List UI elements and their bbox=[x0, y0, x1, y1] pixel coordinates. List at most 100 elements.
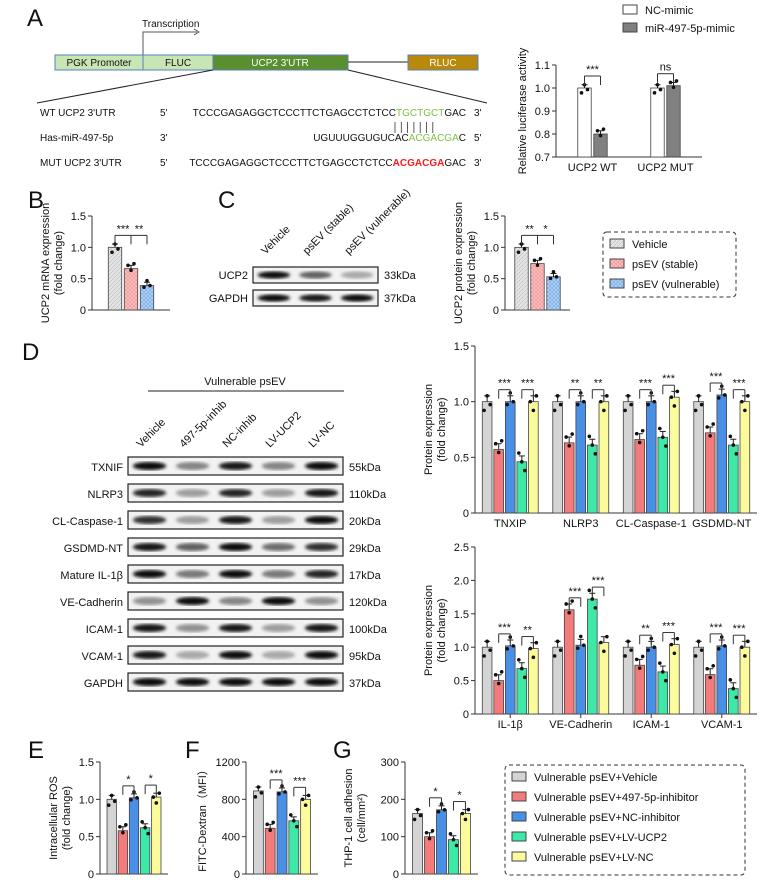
bar bbox=[424, 836, 435, 875]
data-point bbox=[482, 654, 486, 658]
blot-row: GSDMD-NT 29kDa bbox=[64, 537, 382, 557]
bar bbox=[264, 827, 276, 875]
data-point bbox=[595, 128, 600, 133]
blot-band bbox=[340, 294, 374, 302]
blot-protein-label: TXNIF bbox=[91, 462, 123, 474]
bar bbox=[107, 246, 123, 311]
data-point bbox=[142, 285, 146, 290]
sequence-end-left: 5' bbox=[160, 158, 168, 169]
sequence-plain: C bbox=[459, 133, 466, 144]
data-point bbox=[499, 438, 504, 443]
y-tick-label: 1.5 bbox=[484, 211, 499, 223]
data-point bbox=[664, 444, 668, 448]
legend-swatch bbox=[609, 238, 625, 249]
x-tick-label: IL-1β bbox=[498, 719, 523, 731]
data-point bbox=[734, 695, 739, 700]
legend-entry: Vulnerable psEV+NC-inhibitor bbox=[534, 812, 680, 824]
bar bbox=[276, 791, 288, 875]
data-point bbox=[412, 817, 417, 822]
legend-entry: miR-497-5p-mimic bbox=[645, 23, 735, 35]
lane-label: LV-UCP2 bbox=[264, 410, 304, 450]
data-point bbox=[587, 588, 592, 593]
data-point bbox=[424, 830, 429, 835]
data-point bbox=[599, 640, 603, 645]
data-point bbox=[151, 795, 156, 799]
y-tick-label: 400 bbox=[222, 832, 240, 844]
x-tick-label: UCP2 WT bbox=[568, 162, 618, 174]
data-point bbox=[551, 270, 556, 274]
data-point bbox=[289, 813, 293, 817]
y-axis-label: UCP2 protein expression bbox=[453, 202, 465, 324]
blot-kda-label: 33kDa bbox=[384, 270, 417, 282]
y-axis-label: Intracellular ROS bbox=[48, 776, 60, 860]
data-point bbox=[731, 686, 736, 691]
y-tick-label: 0.5 bbox=[79, 832, 94, 844]
blot-band bbox=[218, 542, 253, 552]
bar bbox=[634, 439, 645, 514]
data-point bbox=[466, 807, 471, 812]
significance-label: ** bbox=[571, 378, 580, 390]
data-point bbox=[528, 646, 533, 651]
blot-kda-label: 37kDa bbox=[349, 678, 382, 690]
sequence-end-left: 5' bbox=[160, 108, 168, 119]
blot-band bbox=[299, 271, 332, 279]
data-point bbox=[722, 393, 727, 397]
blot-kda-label: 20kDa bbox=[349, 516, 382, 528]
data-point bbox=[485, 394, 489, 398]
chart-b: 0 0.5 1.0 1.5 UCP2 mRNA expression (fold chan… bbox=[40, 203, 170, 323]
blot-band bbox=[218, 596, 253, 606]
bar bbox=[587, 598, 598, 715]
data-point bbox=[124, 823, 128, 827]
blot-kda-label: 110kDa bbox=[349, 489, 387, 501]
data-point bbox=[436, 809, 441, 814]
y-tick-label: 2.5 bbox=[454, 542, 469, 554]
data-point bbox=[626, 639, 630, 644]
panel-label-f: F bbox=[185, 737, 200, 764]
significance-label: *** bbox=[586, 64, 600, 76]
blot-band bbox=[175, 569, 210, 579]
blot-band bbox=[261, 569, 296, 579]
bar bbox=[117, 830, 128, 875]
data-point bbox=[300, 797, 305, 802]
bar bbox=[481, 401, 493, 514]
data-point bbox=[259, 791, 264, 795]
data-point bbox=[705, 425, 709, 429]
lane-label: psEV (vulnerable) bbox=[342, 187, 412, 257]
legend-swatch bbox=[511, 851, 527, 862]
data-point bbox=[532, 258, 537, 263]
sequence-alignment: WT UCP2 3'UTR 5' 3' TCCCGAGAGGCTCCCTTCTGAGC… bbox=[40, 108, 482, 169]
data-point bbox=[708, 433, 712, 438]
blot-band bbox=[175, 623, 210, 633]
bar bbox=[546, 276, 561, 311]
data-point bbox=[652, 399, 657, 404]
legend-entry: Vehicle bbox=[632, 239, 667, 251]
data-point bbox=[460, 811, 465, 816]
blot-band bbox=[132, 488, 167, 498]
blot-band bbox=[218, 650, 253, 660]
y-axis-label: UCP2 mRNA expression bbox=[40, 203, 52, 323]
blot-band bbox=[132, 542, 167, 552]
data-point bbox=[705, 666, 709, 671]
bar bbox=[504, 401, 516, 514]
legend-swatch bbox=[622, 4, 638, 15]
data-point bbox=[505, 402, 510, 407]
significance-label: *** bbox=[498, 378, 512, 390]
data-point bbox=[743, 654, 747, 658]
data-point bbox=[672, 404, 677, 408]
blot-band bbox=[261, 515, 296, 525]
data-point bbox=[306, 793, 311, 798]
bar bbox=[716, 645, 728, 715]
data-point bbox=[538, 256, 543, 261]
sequence-end-left: 3' bbox=[160, 133, 168, 144]
data-point bbox=[669, 642, 674, 647]
legend-swatch bbox=[609, 278, 625, 289]
data-point bbox=[531, 408, 536, 413]
blot-protein-label: GSDMD-NT bbox=[64, 543, 124, 555]
bar bbox=[563, 609, 575, 715]
blot-band bbox=[340, 271, 374, 279]
significance-label: *** bbox=[710, 371, 724, 383]
y-tick-label: 0.5 bbox=[454, 676, 469, 688]
chart-d1: 0 0.5 1.0 1.5 Protein expression (fold change… bbox=[423, 341, 757, 530]
blot-row: NLRP3 110kDa bbox=[88, 483, 387, 503]
